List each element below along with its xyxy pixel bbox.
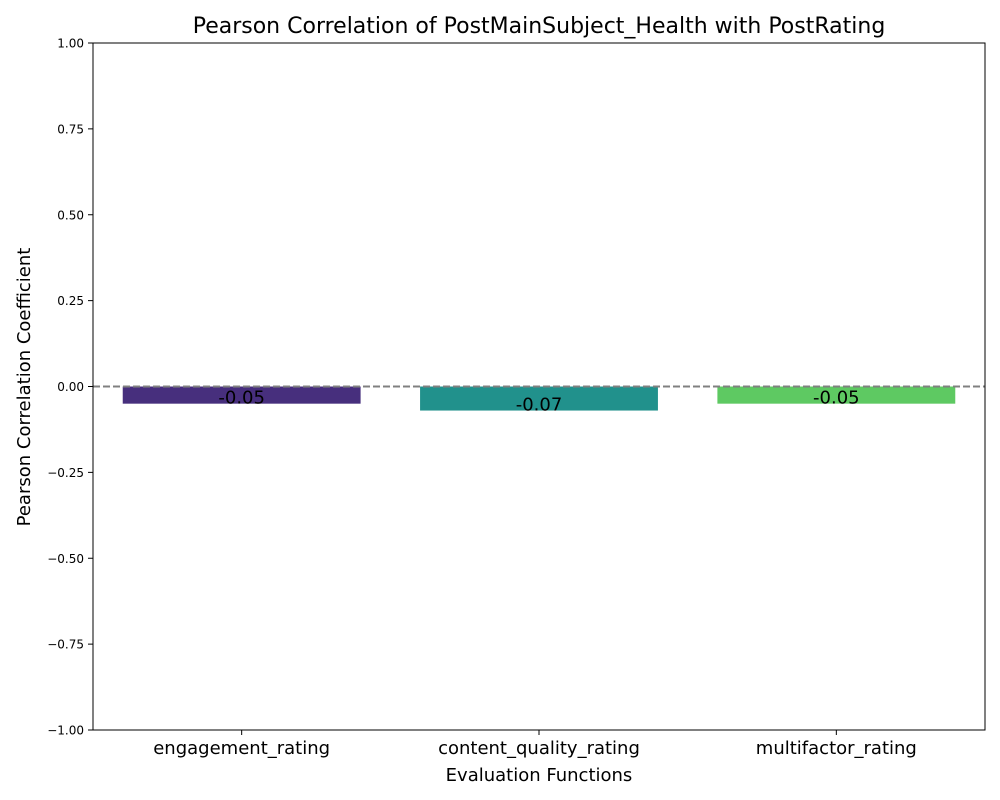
y-tick-label: 0.75: [57, 122, 84, 136]
value-label-engagement_rating: -0.05: [218, 388, 265, 409]
y-tick-label: 0.50: [57, 208, 84, 222]
y-tick-label: 0.00: [57, 380, 84, 394]
y-tick-label: −0.75: [47, 638, 84, 652]
x-tick-label-content_quality_rating: content_quality_rating: [438, 738, 640, 759]
value-label-multifactor_rating: -0.05: [813, 388, 860, 409]
x-axis-label: Evaluation Functions: [446, 765, 633, 786]
x-axis-ticks: engagement_rating content_quality_rating m…: [153, 730, 917, 759]
y-tick-label: −0.50: [47, 552, 84, 566]
x-tick-label-engagement_rating: engagement_rating: [153, 738, 330, 759]
bars-group: [122, 386, 956, 411]
y-tick-label: −0.25: [47, 466, 84, 480]
bar-multifactor_rating: [717, 386, 956, 404]
plot-area-frame: [92, 42, 986, 731]
x-tick-label-multifactor_rating: multifactor_rating: [756, 738, 917, 759]
y-axis-label: Pearson Correlation Coefficient: [14, 248, 35, 527]
bar-value-labels: -0.05 -0.07 -0.05: [218, 388, 859, 416]
chart-title: Pearson Correlation of PostMainSubject_H…: [193, 14, 886, 39]
bar-engagement_rating: [122, 386, 361, 404]
value-label-content_quality_rating: -0.07: [516, 395, 563, 416]
y-axis-ticks: 1.00 0.75 0.50 0.25 0.00 −0.25 −0.50 −0.75 −1.00: [47, 37, 93, 738]
y-tick-label: 1.00: [57, 37, 84, 51]
y-tick-label: 0.25: [57, 294, 84, 308]
bar-content_quality_rating: [420, 386, 658, 411]
y-tick-label: −1.00: [47, 724, 84, 738]
